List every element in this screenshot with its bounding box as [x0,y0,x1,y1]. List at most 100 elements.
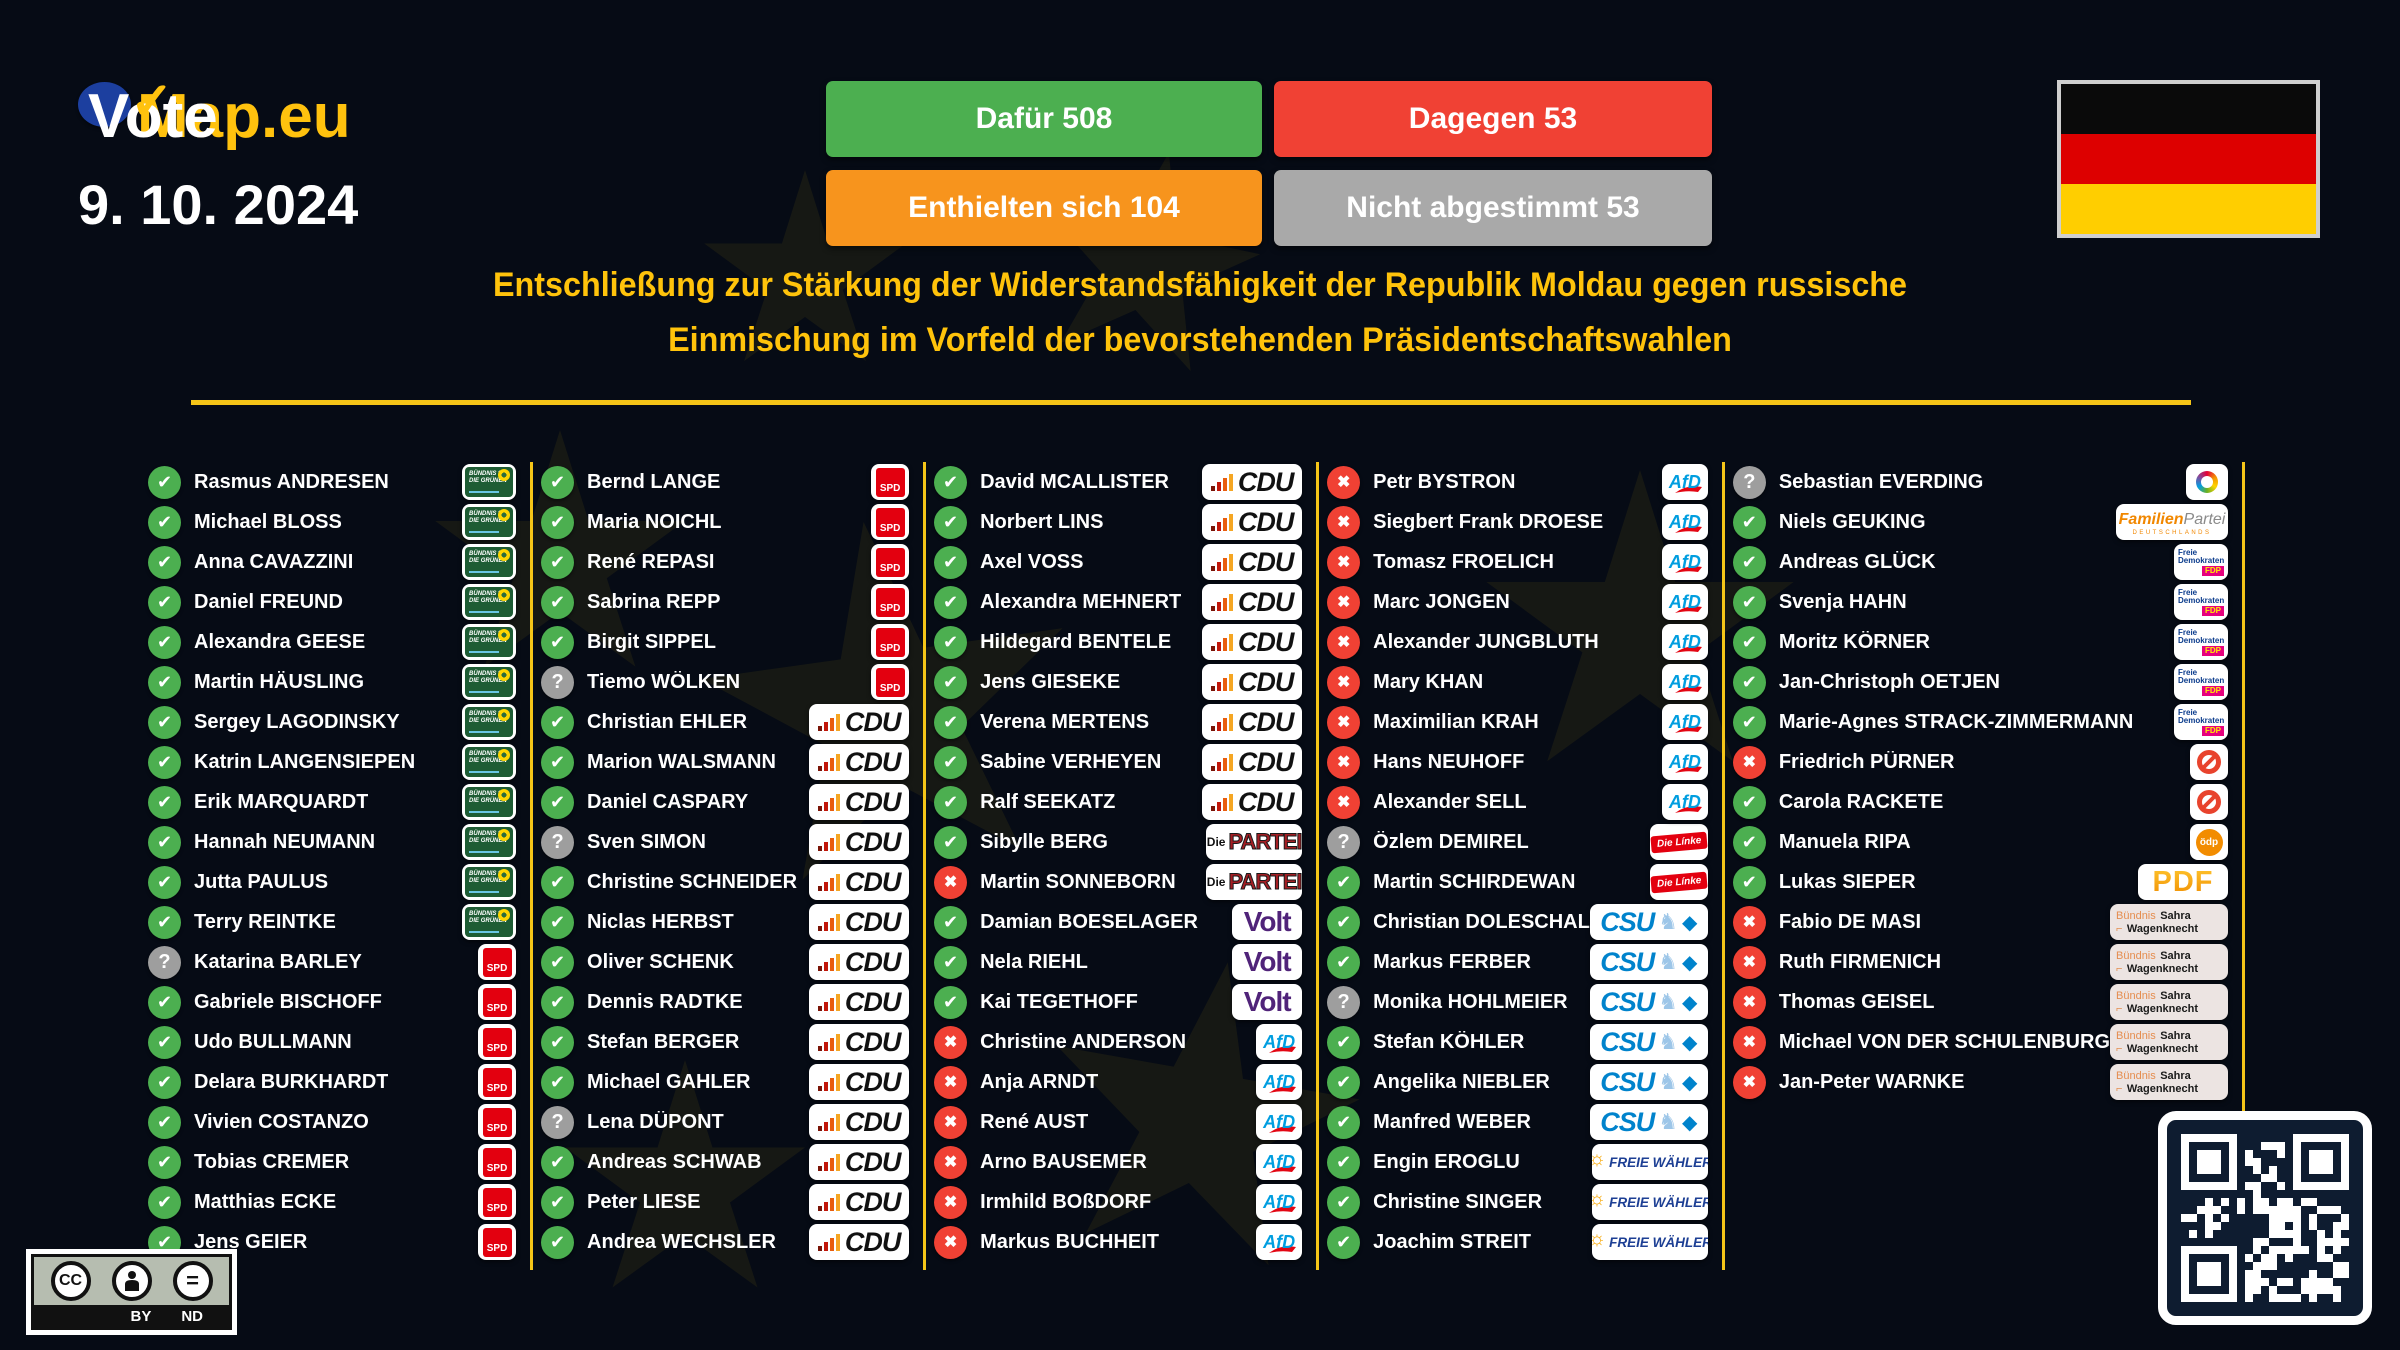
party-logo-afd: AfD [1661,704,1708,740]
party-logo-bsw: Bündnis Sahra ⌐ Wagenknecht [2110,1064,2228,1100]
party-logo-gruene: BÜNDNIS 90 DIE GRÜNEN [462,744,517,780]
party-logo-fw: ☼ FREIE WÄHLER [1591,1144,1708,1180]
mep-row: ✔ Markus FERBER CSU ♞ ◆ [1319,942,1722,982]
vote-for-icon: ✔ [934,945,968,979]
mep-row: ✔ Tobias CREMER SPD [140,1142,530,1182]
vote-for-icon: ✔ [541,1065,575,1099]
mep-row: ✖ Martin SONNEBORN Die PARTEI [926,862,1316,902]
mep-name: Stefan KÖHLER [1373,1030,1525,1053]
vote-for-icon: ✔ [934,545,968,579]
mep-row: ✔ Sergey LAGODINSKY BÜNDNIS 90 DIE GRÜNEN [140,702,530,742]
mep-row: ✔ David MCALLISTER CDU [926,462,1316,502]
mep-row: ✔ Jens GEIER SPD [140,1222,530,1262]
party-logo-bsw: Bündnis Sahra ⌐ Wagenknecht [2110,1024,2228,1060]
mep-name: Daniel FREUND [194,590,343,613]
mep-row: ✖ Arno BAUSEMER AfD [926,1142,1316,1182]
mep-row: ✔ Niclas HERBST CDU [533,902,923,942]
party-logo-familie: FamilienPartei DEUTSCHLANDS [2116,504,2228,540]
cc-nd-label: ND [181,1307,203,1325]
mep-row: ✖ René AUST AfD [926,1102,1316,1142]
mep-name: Siegbert Frank DROESE [1373,510,1604,533]
vote-against-icon: ✖ [934,865,968,899]
party-logo-fw: ☼ FREIE WÄHLER [1591,1184,1708,1220]
vote-for-icon: ✔ [934,985,968,1019]
party-logo-cdu: CDU [1202,744,1303,780]
party-logo-spd: SPD [478,1064,517,1100]
mep-name: Alexandra MEHNERT [980,590,1182,613]
mep-row: ✔ Jens GIESEKE CDU [926,662,1316,702]
mep-row: ✔ Christian EHLER CDU [533,702,923,742]
mep-name: René AUST [980,1110,1089,1133]
party-logo-csu: CSU ♞ ◆ [1589,984,1708,1020]
mep-name: Michael VON DER SCHULENBURG [1778,1030,2110,1053]
mep-name: Anna CAVAZZINI [194,550,354,573]
party-logo-spd: SPD [478,1104,517,1140]
party-logo-afd: AfD [1256,1144,1303,1180]
resolution-title-line1: Entschließung zur Stärkung der Widerstan… [493,266,1907,304]
vote-unknown-icon: ? [1732,465,1766,499]
vote-for-icon: ✔ [541,545,575,579]
mep-name: Petr BYSTRON [1373,470,1516,493]
party-logo-cdu: CDU [1202,464,1303,500]
vote-for-icon: ✔ [541,625,575,659]
germany-flag [2057,80,2320,238]
party-logo-linke: Die Línke [1649,824,1708,860]
mep-name: Engin EROGLU [1373,1150,1520,1173]
mep-name: Marion WALSMANN [587,750,776,773]
party-logo-spd: SPD [478,984,517,1020]
vote-for-icon: ✔ [541,705,575,739]
mep-row: ✔ Damian BOESELAGER Volt [926,902,1316,942]
mep-row: ✔ Ralf SEEKATZ CDU [926,782,1316,822]
mep-row: ✔ Andreas SCHWAB CDU [533,1142,923,1182]
mep-name: Tobias CREMER [194,1150,350,1173]
flag-stripe-black [2061,84,2316,134]
mep-row: ✔ Peter LIESE CDU [533,1182,923,1222]
mep-row: ✔ Dennis RADTKE CDU [533,982,923,1022]
party-logo-cdu: CDU [809,1064,910,1100]
enthielten-button[interactable]: Enthielten sich 104 [826,170,1262,246]
mep-row: ✔ Rasmus ANDRESEN BÜNDNIS 90 DIE GRÜNEN [140,462,530,502]
party-logo-afd: AfD [1661,784,1708,820]
vote-for-icon: ✔ [148,665,181,699]
mep-name: Markus BUCHHEIT [980,1230,1160,1253]
party-logo-cdu: CDU [809,1104,910,1140]
mep-row: ? Tiemo WÖLKEN SPD [533,662,923,702]
vote-against-icon: ✖ [1327,585,1361,619]
party-logo-cdu: CDU [1202,784,1303,820]
mep-name: Daniel CASPARY [587,790,749,813]
mep-row: ✔ Axel VOSS CDU [926,542,1316,582]
vote-against-icon: ✖ [1327,785,1361,819]
mep-name: Nela RIEHL [980,950,1088,973]
nicht-abgestimmt-button[interactable]: Nicht abgestimmt 53 [1274,170,1712,246]
mep-row: ✖ Fabio DE MASI Bündnis Sahra ⌐ Wagenknecht [1725,902,2242,942]
mep-row: ✔ Vivien COSTANZO SPD [140,1102,530,1142]
mep-name: Martin SONNEBORN [980,870,1176,893]
mep-row: ✔ Stefan BERGER CDU [533,1022,923,1062]
mep-name: Dennis RADTKE [587,990,743,1013]
mep-name: Carola RACKETE [1778,790,1944,813]
mep-name: Alexander JUNGBLUTH [1373,630,1599,653]
mep-name: Sergey LAGODINSKY [194,710,400,733]
mep-name: Bernd LANGE [587,470,721,493]
party-logo-fdp: Freie Demokraten FDP [2174,704,2228,740]
vote-for-icon: ✔ [541,505,575,539]
mep-row: ✔ Jutta PAULUS BÜNDNIS 90 DIE GRÜNEN [140,862,530,902]
mep-row: ✔ Daniel CASPARY CDU [533,782,923,822]
vote-for-icon: ✔ [541,585,575,619]
mep-row: ✔ Moritz KÖRNER Freie Demokraten FDP [1725,622,2242,662]
mep-column-3: ✔ David MCALLISTER CDU ✔ Norbert LINS CDU ✔ Axe… [926,462,1320,1270]
dafuer-button[interactable]: Dafür 508 [826,81,1262,157]
vote-for-icon: ✔ [148,505,181,539]
party-logo-afd: AfD [1256,1064,1303,1100]
vote-for-icon: ✔ [148,625,181,659]
dagegen-button[interactable]: Dagegen 53 [1274,81,1712,157]
mep-name: Sibylle BERG [980,830,1108,853]
vote-for-icon: ✔ [1327,905,1361,939]
party-logo-linke: Die Línke [1649,864,1708,900]
vote-for-icon: ✔ [934,505,968,539]
vote-for-icon: ✔ [1732,865,1766,899]
mep-name: Jan-Peter WARNKE [1778,1070,1965,1093]
mep-row: ✔ Martin SCHIRDEWAN Die Línke [1319,862,1722,902]
vote-for-icon: ✔ [148,905,181,939]
party-logo-tierschutz [2186,464,2228,500]
